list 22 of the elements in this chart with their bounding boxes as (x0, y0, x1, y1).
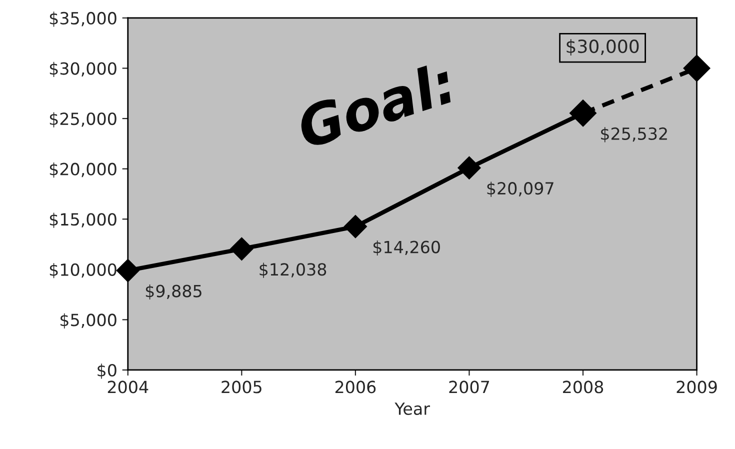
data-label: $25,532 (601, 127, 667, 142)
y-tick-label: $5,000 (60, 313, 116, 328)
y-tick-label: $15,000 (50, 212, 116, 228)
y-tick-label: $20,000 (50, 162, 116, 178)
data-label: $9,885 (146, 284, 202, 300)
y-tick-label: $25,000 (50, 112, 116, 128)
x-axis-title: Year (394, 402, 430, 415)
x-tick-label: 2007 (449, 380, 490, 394)
x-tick-label: 2009 (676, 380, 717, 394)
data-label: $20,097 (487, 182, 554, 197)
y-tick-label: $0 (98, 364, 116, 379)
annotation: Goal: (294, 60, 456, 150)
y-tick-label: $30,000 (50, 62, 116, 78)
data-label: $14,260 (373, 240, 440, 256)
y-tick-label: $35,000 (50, 12, 116, 27)
y-tick-label: $10,000 (50, 263, 116, 278)
x-tick-label: 2004 (108, 380, 148, 394)
x-tick-label: 2008 (563, 380, 604, 394)
x-tick-label: 2005 (222, 380, 262, 394)
annotation: $30,000 (566, 39, 639, 56)
x-tick-label: 2006 (335, 380, 376, 394)
data-label: $12,038 (260, 262, 326, 278)
